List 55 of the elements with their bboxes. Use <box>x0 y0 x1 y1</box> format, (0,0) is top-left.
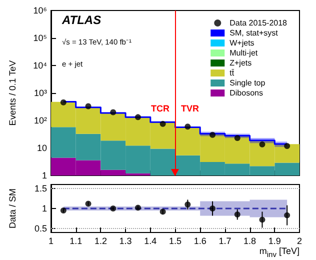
point <box>60 208 66 214</box>
point <box>134 114 141 120</box>
y-tick-label: 10³ <box>34 88 47 98</box>
point <box>210 132 216 138</box>
legend-label: Z+jets <box>230 58 252 68</box>
point <box>60 99 66 106</box>
x-tick-label: 1.2 <box>94 236 107 246</box>
legend-label: SM, stat+syst <box>230 28 279 38</box>
y-tick-label: 10² <box>34 116 47 126</box>
y-tick-label: 10⁶ <box>33 6 48 16</box>
x-axis-title: m$_{inv}$ [TeV] <box>259 246 300 259</box>
point <box>184 124 191 130</box>
point <box>85 103 92 110</box>
x-tick-label: 1.1 <box>70 236 82 246</box>
legend-label: Data 2015-2018 <box>230 18 288 28</box>
point <box>184 202 191 208</box>
y-axis-title: Data / SM <box>8 188 18 229</box>
x-tick-label: 1.4 <box>144 236 157 246</box>
y-tick-label: 0.5 <box>34 224 47 234</box>
x-tick-label: 1.7 <box>218 236 232 246</box>
annotation: ATLAS <box>61 13 102 27</box>
y-tick-label: 1 <box>42 204 47 214</box>
point <box>110 206 116 212</box>
point <box>284 212 290 218</box>
annotation: TCR <box>151 104 170 114</box>
legend-label: tt̄ <box>230 68 235 78</box>
point <box>160 120 166 127</box>
y-tick-label: 1.5 <box>34 184 47 194</box>
point <box>134 204 141 211</box>
y-tick-label: 10⁵ <box>33 33 48 43</box>
x-tick-label: 1.5 <box>168 236 182 246</box>
point <box>234 212 240 218</box>
point <box>210 206 216 212</box>
y-axis-title: Events / 0.1 TeV <box>8 60 18 126</box>
x-tick-label: 2 <box>296 236 302 246</box>
x-tick-label: 1.9 <box>268 236 281 246</box>
y-tick-label: 1 <box>42 170 47 180</box>
y-tick-label: 10⁴ <box>33 60 48 70</box>
legend-label: Single top <box>230 78 266 88</box>
x-tick-label: 1 <box>48 236 54 246</box>
x-tick-label: 1.8 <box>244 236 256 246</box>
point <box>85 200 92 207</box>
point <box>160 208 166 215</box>
point <box>259 141 266 148</box>
annotation: TVR <box>181 104 200 114</box>
point <box>234 135 240 142</box>
legend-label: W+jets <box>230 38 254 48</box>
point <box>284 143 290 150</box>
y-tick-label: 10 <box>36 143 47 153</box>
legend-label: Multi-jet <box>230 48 258 58</box>
x-tick-label: 1.6 <box>194 236 206 246</box>
x-tick-label: 1.3 <box>119 236 132 246</box>
point <box>110 109 116 116</box>
legend-label: Dibosons <box>230 88 263 98</box>
point <box>259 216 266 223</box>
